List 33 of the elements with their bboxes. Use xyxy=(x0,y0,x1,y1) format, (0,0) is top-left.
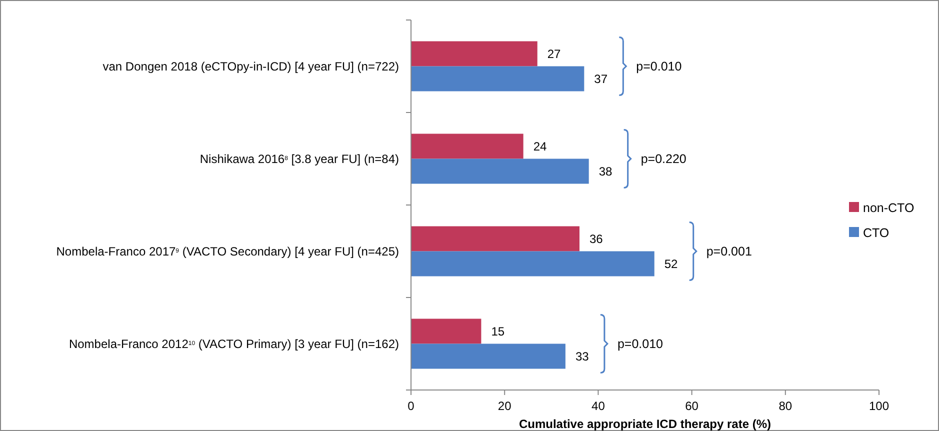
x-tick-label: 80 xyxy=(778,399,792,413)
data-label: 37 xyxy=(594,72,608,86)
bar xyxy=(411,134,524,159)
x-tick-label: 0 xyxy=(408,399,415,413)
y-tick-label: Nishikawa 2016$^{8}$ [3.8 year FU] (n=84) xyxy=(200,152,400,166)
x-axis-title: Cumulative appropriate ICD therapy rate (%) xyxy=(518,417,772,431)
legend-label: CTO xyxy=(863,226,890,240)
x-tick-label: 20 xyxy=(498,399,512,413)
data-label: 36 xyxy=(589,232,604,246)
y-tick-label: Nombela-Franco 2012$^{10}$ (VACTO Primary) [3 year FU] (n=162) xyxy=(68,336,399,351)
x-tick-label: 100 xyxy=(868,399,890,413)
y-tick-label: Nombela-Franco 2017$^{9}$ (VACTO Secondary) [4 year FU] (n=425) xyxy=(56,244,399,258)
bar xyxy=(411,318,482,344)
y-tick-label: van Dongen 2018 (eCTOpy-in-ICD) [4 year FU] (n=722) xyxy=(102,59,399,74)
annotation: p=0.010 xyxy=(617,336,664,351)
annotation: p=0.001 xyxy=(706,244,752,258)
bar xyxy=(411,344,566,369)
x-tick-label: 40 xyxy=(592,399,606,413)
data-label: 33 xyxy=(575,349,590,364)
data-label: 24 xyxy=(533,139,547,154)
data-label: 15 xyxy=(491,324,505,338)
bar xyxy=(411,226,580,252)
annotation: p=0.010 xyxy=(636,59,682,74)
data-label: 52 xyxy=(664,256,678,271)
data-label: 27 xyxy=(547,46,562,61)
bar xyxy=(411,66,584,92)
legend-label: non-CTO xyxy=(863,201,914,215)
bar xyxy=(411,158,589,184)
annotation: p=0.220 xyxy=(640,152,686,166)
x-tick-label: 60 xyxy=(685,399,699,413)
bar xyxy=(411,41,538,66)
bar xyxy=(411,251,654,276)
data-label: 38 xyxy=(598,164,613,178)
